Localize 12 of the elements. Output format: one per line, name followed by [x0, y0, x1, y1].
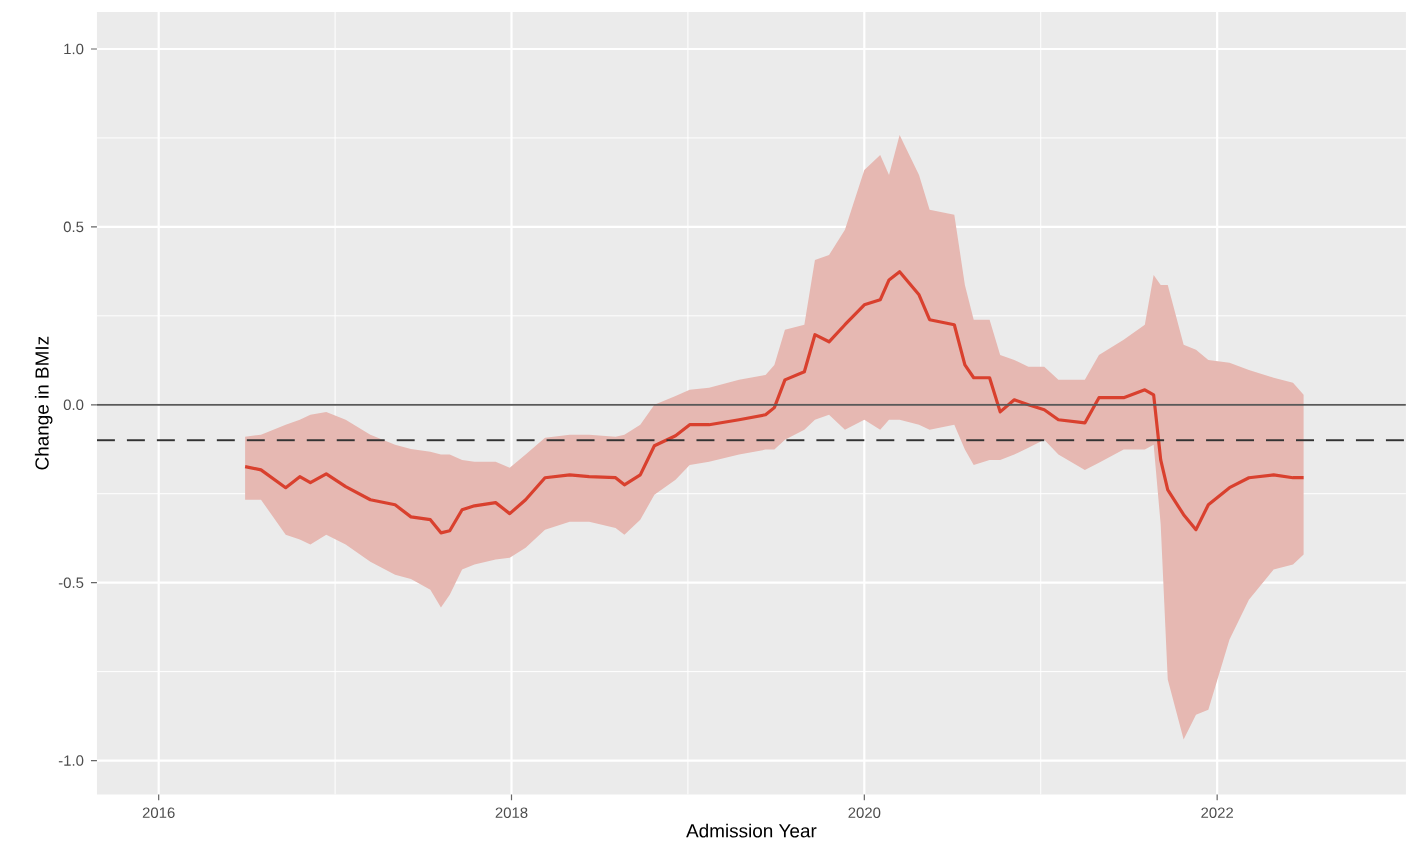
- x-tick-label: 2022: [1201, 807, 1234, 818]
- y-tick-label: 0.0: [63, 399, 84, 410]
- x-tick-label: 2018: [495, 807, 528, 818]
- y-tick-label: -1.0: [58, 755, 84, 766]
- y-tick-label: -0.5: [58, 577, 84, 588]
- x-axis-title: Admission Year: [686, 823, 817, 838]
- y-tick-label: 0.5: [63, 221, 84, 233]
- x-tick-label: 2016: [142, 807, 175, 818]
- y-tick-label: 1.0: [64, 43, 84, 55]
- x-tick-label: 2020: [848, 807, 881, 818]
- line-series: [243, 269, 1306, 535]
- y-axis-title: Change in BMIz: [34, 336, 53, 470]
